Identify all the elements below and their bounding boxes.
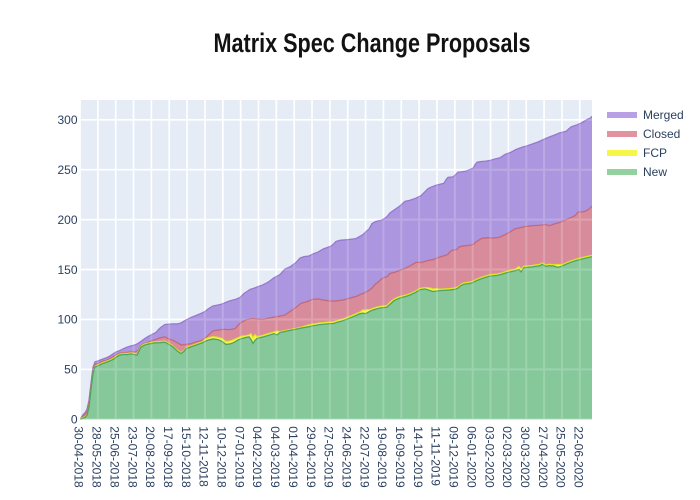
svg-text:100: 100 xyxy=(57,313,77,327)
svg-text:FCP: FCP xyxy=(643,146,667,160)
svg-text:Merged: Merged xyxy=(643,108,684,122)
svg-text:22-07-2019: 22-07-2019 xyxy=(357,426,371,488)
svg-text:02-03-2020: 02-03-2020 xyxy=(500,426,514,488)
svg-text:25-06-2018: 25-06-2018 xyxy=(107,426,121,488)
svg-text:0: 0 xyxy=(71,413,78,427)
svg-text:27-04-2020: 27-04-2020 xyxy=(536,426,550,488)
svg-text:150: 150 xyxy=(57,263,77,277)
svg-text:23-07-2018: 23-07-2018 xyxy=(125,426,139,488)
svg-text:01-04-2019: 01-04-2019 xyxy=(286,426,300,488)
svg-text:04-02-2019: 04-02-2019 xyxy=(250,426,264,488)
svg-text:10-12-2018: 10-12-2018 xyxy=(215,426,229,488)
svg-text:09-12-2019: 09-12-2019 xyxy=(447,426,461,488)
svg-text:14-10-2019: 14-10-2019 xyxy=(411,426,425,488)
svg-text:29-04-2019: 29-04-2019 xyxy=(304,426,318,488)
svg-text:200: 200 xyxy=(57,213,77,227)
svg-text:28-05-2018: 28-05-2018 xyxy=(90,426,104,488)
svg-text:15-10-2018: 15-10-2018 xyxy=(179,426,193,488)
svg-text:25-05-2020: 25-05-2020 xyxy=(554,426,568,488)
svg-text:22-06-2020: 22-06-2020 xyxy=(572,426,586,488)
svg-text:24-06-2019: 24-06-2019 xyxy=(339,426,353,488)
svg-text:17-09-2018: 17-09-2018 xyxy=(161,426,175,488)
svg-text:04-03-2019: 04-03-2019 xyxy=(268,426,282,488)
svg-text:50: 50 xyxy=(64,363,78,377)
svg-text:27-05-2019: 27-05-2019 xyxy=(322,426,336,488)
svg-text:06-01-2020: 06-01-2020 xyxy=(464,426,478,488)
svg-text:300: 300 xyxy=(57,113,77,127)
svg-text:Closed: Closed xyxy=(643,127,680,141)
svg-text:12-11-2018: 12-11-2018 xyxy=(197,426,211,487)
svg-text:30-04-2018: 30-04-2018 xyxy=(72,426,86,488)
svg-text:19-08-2019: 19-08-2019 xyxy=(375,426,389,488)
svg-text:07-01-2019: 07-01-2019 xyxy=(232,426,246,488)
svg-text:11-11-2019: 11-11-2019 xyxy=(429,426,443,486)
svg-text:Matrix Spec Change Proposals: Matrix Spec Change Proposals xyxy=(214,28,531,58)
svg-text:250: 250 xyxy=(57,163,77,177)
svg-text:16-09-2019: 16-09-2019 xyxy=(393,426,407,488)
svg-text:30-03-2020: 30-03-2020 xyxy=(518,426,532,488)
svg-text:New: New xyxy=(643,165,667,179)
svg-text:20-08-2018: 20-08-2018 xyxy=(143,426,157,488)
svg-text:03-02-2020: 03-02-2020 xyxy=(482,426,496,488)
